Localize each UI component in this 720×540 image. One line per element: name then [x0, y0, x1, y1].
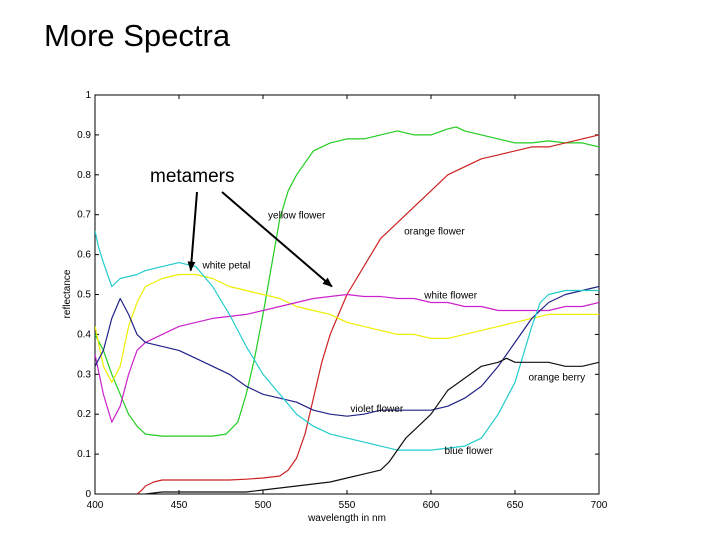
y-tick-label: 0.8 [77, 170, 91, 181]
y-axis-label: reflectance [62, 269, 73, 318]
series-line-orange-flower [136, 134, 599, 494]
series-label: blue flower [444, 446, 493, 457]
series-line-violet-flower [95, 285, 599, 417]
slide-title: More Spectra [44, 18, 231, 53]
x-axis-label: wavelength in nm [307, 513, 386, 524]
x-tick-label: 450 [171, 500, 188, 511]
series-label: yellow flower [268, 211, 326, 222]
series-line-blue-flower [95, 230, 599, 451]
x-tick-label: 400 [87, 500, 104, 511]
y-tick-label: 0.6 [77, 250, 91, 261]
series-label: white petal [202, 261, 251, 272]
y-tick-label: 0.7 [77, 210, 91, 221]
metamers-arrow [221, 191, 333, 288]
x-tick-label: 650 [507, 500, 524, 511]
series-line-orange-berry [145, 357, 599, 494]
y-tick-label: 0.3 [77, 369, 91, 380]
y-tick-label: 0.1 [77, 449, 91, 460]
x-tick-label: 500 [255, 500, 272, 511]
series-label: white flower [423, 290, 477, 301]
metamers-label: metamers [150, 166, 234, 187]
series-label: violet flower [350, 404, 403, 415]
y-tick-label: 0.2 [77, 409, 91, 420]
y-tick-label: 0 [85, 489, 91, 500]
y-tick-label: 0.4 [77, 329, 91, 340]
series-label: orange flower [404, 227, 465, 238]
x-tick-label: 550 [339, 500, 356, 511]
series-label: orange berry [528, 372, 585, 383]
y-tick-label: 0.5 [77, 290, 91, 301]
metamers-arrow [187, 191, 198, 272]
y-tick-label: 1 [85, 90, 91, 101]
y-tick-label: 0.9 [77, 130, 91, 141]
series-line-white-petal [95, 273, 599, 383]
x-tick-label: 600 [423, 500, 440, 511]
series-line-white-flower [95, 293, 599, 423]
x-tick-label: 700 [591, 500, 608, 511]
series-line-yellow-flower [95, 126, 599, 437]
